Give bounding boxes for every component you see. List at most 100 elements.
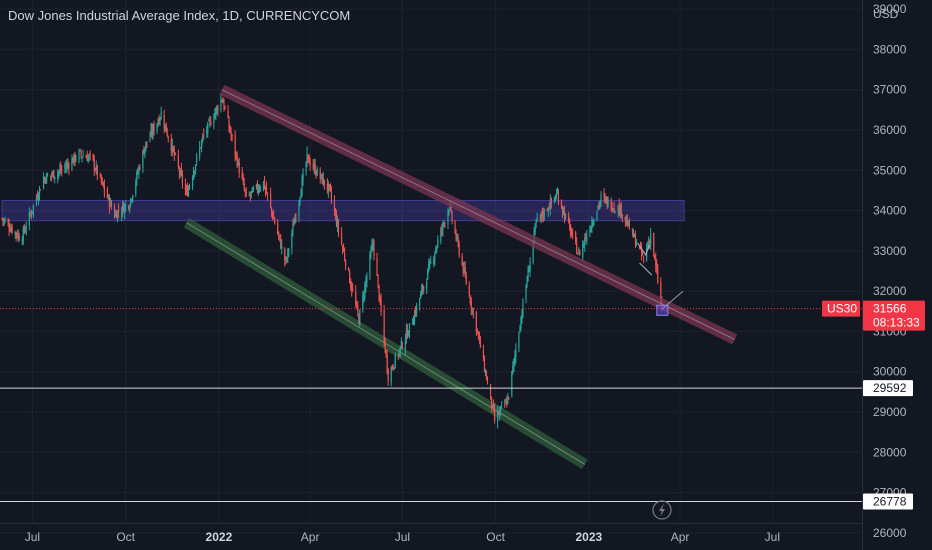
candle[interactable] <box>35 194 38 207</box>
candle[interactable] <box>314 158 316 176</box>
candle[interactable] <box>577 252 579 255</box>
candle[interactable] <box>177 149 179 170</box>
candle[interactable] <box>160 106 162 120</box>
candle[interactable] <box>278 231 280 241</box>
candle[interactable] <box>186 182 189 197</box>
candle[interactable] <box>392 363 394 371</box>
candle[interactable] <box>68 162 70 176</box>
candle[interactable] <box>541 208 543 222</box>
candle[interactable] <box>334 207 337 221</box>
candle[interactable] <box>123 201 125 213</box>
candle[interactable] <box>463 261 465 274</box>
candle[interactable] <box>185 184 188 196</box>
candle[interactable] <box>335 209 338 228</box>
candle[interactable] <box>121 206 123 222</box>
candle[interactable] <box>99 172 101 178</box>
candle[interactable] <box>507 392 509 405</box>
candle[interactable] <box>79 149 81 152</box>
candle[interactable] <box>547 206 549 218</box>
candle[interactable] <box>590 226 592 233</box>
candle[interactable] <box>486 376 489 385</box>
candle[interactable] <box>18 232 20 242</box>
candle[interactable] <box>10 224 12 233</box>
candle[interactable] <box>209 115 211 128</box>
candle[interactable] <box>423 285 425 294</box>
candle[interactable] <box>153 120 155 136</box>
candle[interactable] <box>376 252 378 276</box>
candle[interactable] <box>143 145 145 155</box>
candle[interactable] <box>420 290 422 299</box>
candle[interactable] <box>451 210 453 225</box>
candle[interactable] <box>277 219 279 236</box>
candle[interactable] <box>54 176 56 184</box>
candle[interactable] <box>21 236 23 246</box>
candle[interactable] <box>307 155 309 163</box>
candle[interactable] <box>422 283 424 295</box>
candle[interactable] <box>359 309 361 327</box>
candle[interactable] <box>534 223 536 236</box>
candle[interactable] <box>231 133 233 142</box>
candle[interactable] <box>345 259 347 271</box>
candle[interactable] <box>42 172 45 190</box>
candle[interactable] <box>436 245 438 254</box>
candle[interactable] <box>75 154 77 163</box>
candle[interactable] <box>578 247 580 255</box>
candle[interactable] <box>252 185 254 193</box>
candle[interactable] <box>426 278 428 294</box>
candle[interactable] <box>207 121 209 138</box>
candle[interactable] <box>110 199 113 210</box>
candle[interactable] <box>321 173 323 185</box>
candle[interactable] <box>7 217 9 227</box>
candle[interactable] <box>31 210 34 215</box>
candle[interactable] <box>146 141 148 149</box>
candle[interactable] <box>585 232 587 242</box>
candle[interactable] <box>400 337 402 350</box>
candle[interactable] <box>322 171 324 187</box>
candle[interactable] <box>508 396 510 401</box>
candle[interactable] <box>129 203 131 214</box>
candle[interactable] <box>414 306 417 318</box>
candle[interactable] <box>444 222 446 229</box>
candle[interactable] <box>618 198 620 217</box>
candle[interactable] <box>591 216 593 234</box>
candle[interactable] <box>85 154 87 159</box>
candle[interactable] <box>401 341 403 350</box>
candle[interactable] <box>397 353 399 361</box>
candle[interactable] <box>87 154 89 164</box>
candle[interactable] <box>561 205 564 219</box>
candle[interactable] <box>117 203 120 219</box>
candle[interactable] <box>251 186 253 193</box>
candle[interactable] <box>341 244 344 255</box>
candle[interactable] <box>390 366 392 387</box>
candle[interactable] <box>497 405 499 429</box>
candle[interactable] <box>358 313 360 325</box>
candle[interactable] <box>548 202 550 211</box>
candle[interactable] <box>613 201 615 214</box>
candle[interactable] <box>32 204 35 219</box>
candle[interactable] <box>364 281 366 301</box>
candle[interactable] <box>614 210 616 213</box>
candle[interactable] <box>280 233 282 250</box>
candle[interactable] <box>557 188 560 206</box>
candle[interactable] <box>340 227 343 246</box>
candle[interactable] <box>582 239 584 262</box>
candle[interactable] <box>373 239 375 261</box>
candle[interactable] <box>305 161 307 176</box>
candle[interactable] <box>379 295 381 305</box>
candle[interactable] <box>285 255 287 265</box>
candle[interactable] <box>167 135 169 143</box>
candle[interactable] <box>38 186 41 201</box>
candle[interactable] <box>4 216 6 224</box>
candle[interactable] <box>259 185 262 192</box>
candle[interactable] <box>51 171 53 182</box>
candle[interactable] <box>454 219 456 235</box>
candle[interactable] <box>491 404 494 409</box>
candle[interactable] <box>156 122 158 134</box>
candle[interactable] <box>649 239 651 249</box>
candle[interactable] <box>586 229 588 245</box>
candle[interactable] <box>543 208 545 221</box>
candle[interactable] <box>443 219 445 228</box>
candle[interactable] <box>170 133 172 156</box>
candle[interactable] <box>315 170 317 179</box>
candle[interactable] <box>564 213 567 221</box>
